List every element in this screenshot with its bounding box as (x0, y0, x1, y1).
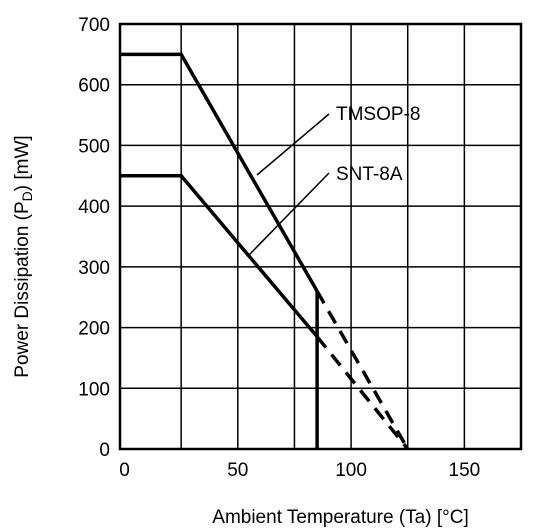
tick-labels: 0 50 100 150 0 100 200 300 400 500 600 700 (78, 15, 480, 481)
y-tick-label-600: 600 (78, 76, 110, 97)
series-line-tmsop-8 (120, 52, 319, 293)
leader-layer (248, 113, 330, 256)
y-tick-label-300: 300 (78, 258, 110, 279)
series-dashed-line-snt-8a (315, 335, 410, 451)
y-axis-title-main: Power Dissipation (P (12, 201, 33, 377)
leader-line-tmsop-8 (256, 113, 330, 176)
y-tick-label-500: 500 (78, 136, 110, 157)
x-tick-label-50: 50 (227, 460, 248, 481)
x-tick-label-150: 150 (449, 460, 481, 481)
series-dashed-line-tmsop-8 (315, 290, 410, 450)
y-tick-label-400: 400 (78, 197, 110, 218)
y-axis-title-subscript: D (19, 191, 35, 201)
plot-frame (118, 22, 523, 451)
x-tick-label-0: 0 (119, 460, 130, 481)
y-tick-label-0: 0 (99, 440, 110, 461)
y-axis-title-tail: ) [mW] (12, 135, 33, 191)
x-tick-label-100: 100 (335, 460, 367, 481)
y-axis-title: Power Dissipation (PD) [mW] (12, 135, 35, 377)
y-tick-label-100: 100 (78, 379, 110, 400)
curve-layer (120, 52, 410, 451)
leader-line-snt-8a (248, 172, 330, 256)
grid-layer (120, 24, 521, 449)
series-labels: TMSOP-8 SNT-8A (336, 104, 420, 185)
y-tick-label-700: 700 (78, 15, 110, 36)
x-axis-title: Ambient Temperature (Ta) [°C] (212, 507, 468, 528)
series-label-snt-8a: SNT-8A (336, 164, 403, 185)
series-label-tmsop-8: TMSOP-8 (336, 104, 420, 125)
y-tick-label-200: 200 (78, 319, 110, 340)
series-line-snt-8a (120, 174, 319, 338)
